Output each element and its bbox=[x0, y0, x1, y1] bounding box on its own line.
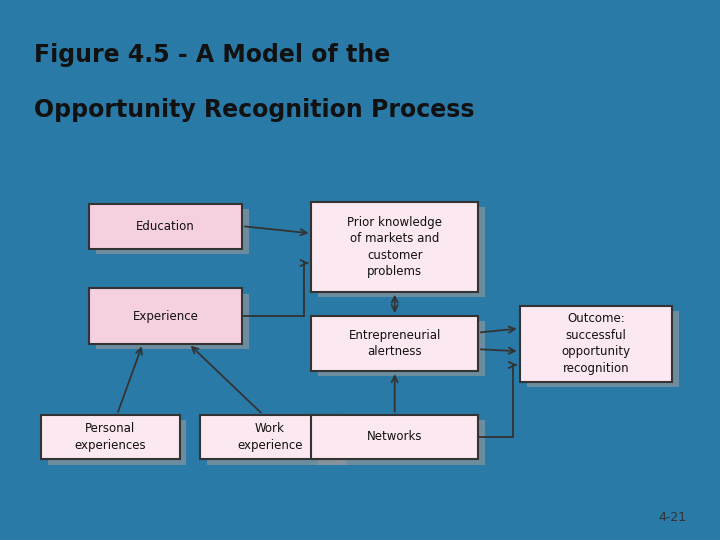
FancyBboxPatch shape bbox=[207, 420, 346, 464]
FancyBboxPatch shape bbox=[318, 321, 485, 376]
FancyBboxPatch shape bbox=[312, 415, 478, 460]
Text: Education: Education bbox=[136, 220, 195, 233]
FancyBboxPatch shape bbox=[89, 204, 242, 248]
FancyBboxPatch shape bbox=[89, 288, 242, 343]
Text: Entrepreneurial
alertness: Entrepreneurial alertness bbox=[348, 329, 441, 359]
FancyBboxPatch shape bbox=[318, 420, 485, 464]
Text: Opportunity Recognition Process: Opportunity Recognition Process bbox=[34, 98, 474, 122]
Text: Networks: Networks bbox=[367, 430, 423, 443]
Text: Prior knowledge
of markets and
customer
problems: Prior knowledge of markets and customer … bbox=[347, 215, 442, 278]
Text: Figure 4.5 - A Model of the: Figure 4.5 - A Model of the bbox=[34, 43, 390, 67]
Text: Experience: Experience bbox=[132, 309, 199, 322]
FancyBboxPatch shape bbox=[318, 207, 485, 297]
FancyBboxPatch shape bbox=[41, 415, 179, 460]
FancyBboxPatch shape bbox=[520, 306, 672, 382]
Text: 4-21: 4-21 bbox=[658, 511, 686, 524]
Text: Work
experience: Work experience bbox=[237, 422, 302, 452]
Text: Outcome:
successful
opportunity
recognition: Outcome: successful opportunity recognit… bbox=[562, 313, 631, 375]
FancyBboxPatch shape bbox=[526, 311, 679, 387]
Text: Personal
experiences: Personal experiences bbox=[74, 422, 146, 452]
FancyBboxPatch shape bbox=[312, 202, 478, 292]
FancyBboxPatch shape bbox=[200, 415, 339, 460]
FancyBboxPatch shape bbox=[312, 316, 478, 372]
FancyBboxPatch shape bbox=[48, 420, 186, 464]
FancyBboxPatch shape bbox=[96, 209, 249, 254]
FancyBboxPatch shape bbox=[96, 294, 249, 349]
